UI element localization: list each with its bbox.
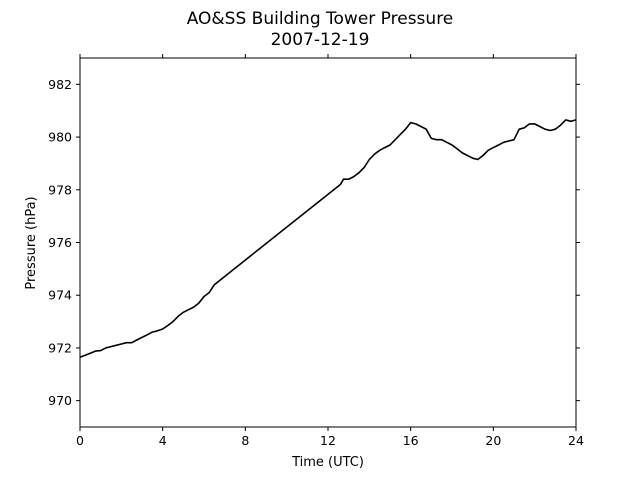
- x-tick-label: 0: [76, 433, 84, 448]
- x-tick-label: 4: [159, 433, 167, 448]
- y-tick-label: 978: [48, 182, 72, 197]
- x-tick-label: 20: [485, 433, 501, 448]
- x-axis-label: Time (UTC): [291, 455, 364, 470]
- y-axis-label: Pressure (hPa): [24, 196, 39, 289]
- y-tick-label: 972: [48, 340, 72, 355]
- y-tick-label: 970: [48, 393, 72, 408]
- x-tick-label: 12: [320, 433, 336, 448]
- y-axis: 970 972 974 976 978 980 982: [48, 77, 580, 408]
- y-tick-label: 982: [48, 77, 72, 92]
- y-tick-label: 980: [48, 130, 72, 145]
- chart-title: AO&SS Building Tower Pressure: [187, 9, 454, 29]
- x-tick-label: 16: [403, 433, 419, 448]
- pressure-line: [79, 119, 577, 358]
- x-tick-label: 8: [241, 433, 249, 448]
- plot-area: [79, 57, 577, 428]
- x-axis: 0 4 8 12 16 20 24: [76, 54, 584, 448]
- y-tick-label: 974: [48, 288, 72, 303]
- x-tick-label: 24: [568, 433, 584, 448]
- chart-subtitle: 2007-12-19: [271, 30, 370, 50]
- y-tick-label: 976: [48, 235, 72, 250]
- series-layer: [79, 119, 577, 358]
